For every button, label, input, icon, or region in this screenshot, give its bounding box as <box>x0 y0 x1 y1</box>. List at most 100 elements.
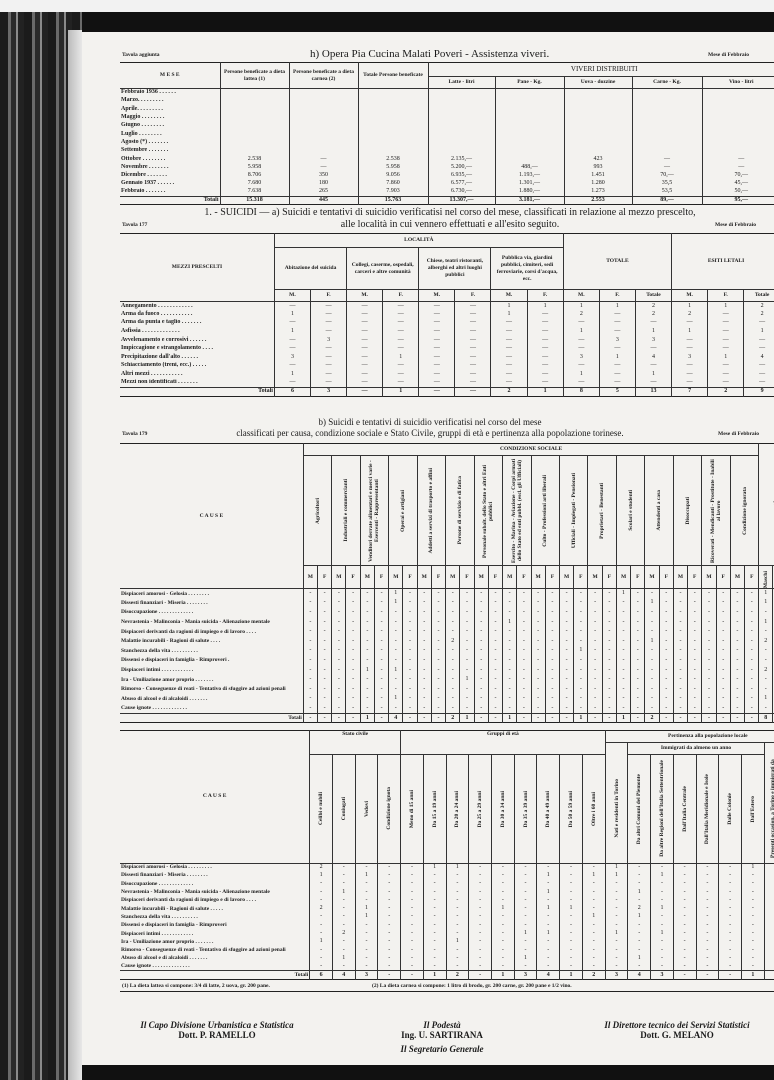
cell: - <box>530 712 546 723</box>
cell: 2 <box>627 904 651 913</box>
cell: - <box>758 655 773 666</box>
cell: - <box>559 863 583 872</box>
cell: - <box>558 655 574 666</box>
cell: - <box>354 887 378 897</box>
cell: - <box>630 684 645 695</box>
cell: 1 <box>573 712 588 723</box>
cell: - <box>615 636 631 647</box>
cell: - <box>302 617 318 627</box>
cell: - <box>359 588 375 599</box>
cell: - <box>473 712 489 723</box>
cell: 2 <box>331 929 356 938</box>
cell: 1 <box>354 871 378 880</box>
cell: 6 <box>309 970 333 980</box>
cell: 50,— <box>701 188 774 197</box>
cell: 1 <box>650 871 674 880</box>
table-row: Dissesti finanziari - Miseria . . . . . … <box>120 871 774 880</box>
condition-label: Ricoverati - Mendicanti - Prostitute - I… <box>710 458 723 563</box>
table-row: Arma da punta e taglio . . . . . . . — — — —… <box>120 318 774 328</box>
cell: — <box>273 318 311 328</box>
cell: - <box>445 904 469 913</box>
cell: - <box>502 646 517 656</box>
cell <box>631 88 702 97</box>
cell: 993 <box>563 163 632 172</box>
condition-label: Industriali e commercianti <box>342 479 349 542</box>
cell: - <box>317 674 332 685</box>
cell <box>563 129 632 139</box>
header-m: M <box>473 565 489 589</box>
cell: 5 <box>772 712 774 723</box>
cell: 1 <box>526 386 564 397</box>
cell: 2 <box>707 386 744 397</box>
condition-column-header: Esercito - Marina - Aviazione - Corpi ar… <box>502 455 532 566</box>
cell: - <box>487 598 503 608</box>
cell: - <box>516 588 532 599</box>
cell: — <box>743 318 774 328</box>
cell: - <box>354 937 378 946</box>
cell: - <box>630 588 645 599</box>
cell: - <box>536 962 560 971</box>
cell: - <box>513 904 537 913</box>
cell: - <box>587 665 603 675</box>
cell: 2 <box>644 712 660 723</box>
cell: - <box>715 674 731 685</box>
cell: - <box>473 626 489 637</box>
table-row: Ira - Umiliazione amor proprio . . . . .… <box>120 674 774 685</box>
cell: - <box>359 655 375 666</box>
column-header: Da 40 a 49 anni <box>536 754 560 864</box>
cell: - <box>672 607 688 618</box>
cell: - <box>331 871 356 880</box>
cell: - <box>718 879 742 888</box>
cell: - <box>615 684 631 695</box>
cell: - <box>672 674 688 685</box>
table-row: Dicembre . . . . . . . 8.706 350 9.056 6.935… <box>120 171 774 180</box>
cell: - <box>581 863 606 872</box>
cell: - <box>530 588 546 599</box>
cell: - <box>354 954 378 963</box>
cell: — <box>743 361 774 371</box>
cell: — <box>707 370 744 379</box>
column-header: Dall'Italia Meridionale e Isole <box>695 754 719 864</box>
cell: - <box>530 684 546 695</box>
cell: - <box>729 712 745 723</box>
cell: - <box>359 703 375 714</box>
cell: - <box>718 937 742 946</box>
cell: - <box>701 684 717 695</box>
cell: - <box>601 694 617 704</box>
cell: — <box>454 370 491 379</box>
cell: - <box>701 626 717 637</box>
cell: - <box>400 887 424 897</box>
row-label: Novembre . . . . . . . <box>121 163 169 170</box>
cell: - <box>331 607 346 618</box>
cell: 1 <box>598 301 636 311</box>
cell: — <box>382 335 419 345</box>
cell: - <box>687 712 702 723</box>
cell: - <box>487 712 503 723</box>
cell: - <box>630 703 645 714</box>
cell: — <box>346 361 383 371</box>
cell: - <box>687 655 702 666</box>
table-row: Disoccupazione . . . . . . . . . . . . .… <box>120 879 774 888</box>
row-label: Cause ignote . . . . . . . . . . . . . <box>121 705 187 712</box>
cell <box>631 138 702 147</box>
cell: - <box>587 588 603 599</box>
cell: - <box>644 607 660 618</box>
cell: - <box>729 655 745 666</box>
column-label: Da 35 a 39 anni <box>522 790 529 827</box>
cell: 1 <box>772 588 774 599</box>
cell: - <box>530 607 546 618</box>
cell: - <box>715 665 731 675</box>
cell <box>494 88 564 97</box>
cell: 4 <box>634 353 672 362</box>
cell: - <box>672 646 688 656</box>
cell: - <box>729 598 745 608</box>
cell: - <box>627 879 651 888</box>
cell <box>563 121 632 130</box>
cell: - <box>416 588 432 599</box>
header-f: F. <box>310 289 347 302</box>
cell: - <box>627 929 651 938</box>
cell: - <box>490 945 515 955</box>
cell: - <box>422 954 447 963</box>
cell: - <box>331 904 356 913</box>
cell: - <box>630 655 645 666</box>
